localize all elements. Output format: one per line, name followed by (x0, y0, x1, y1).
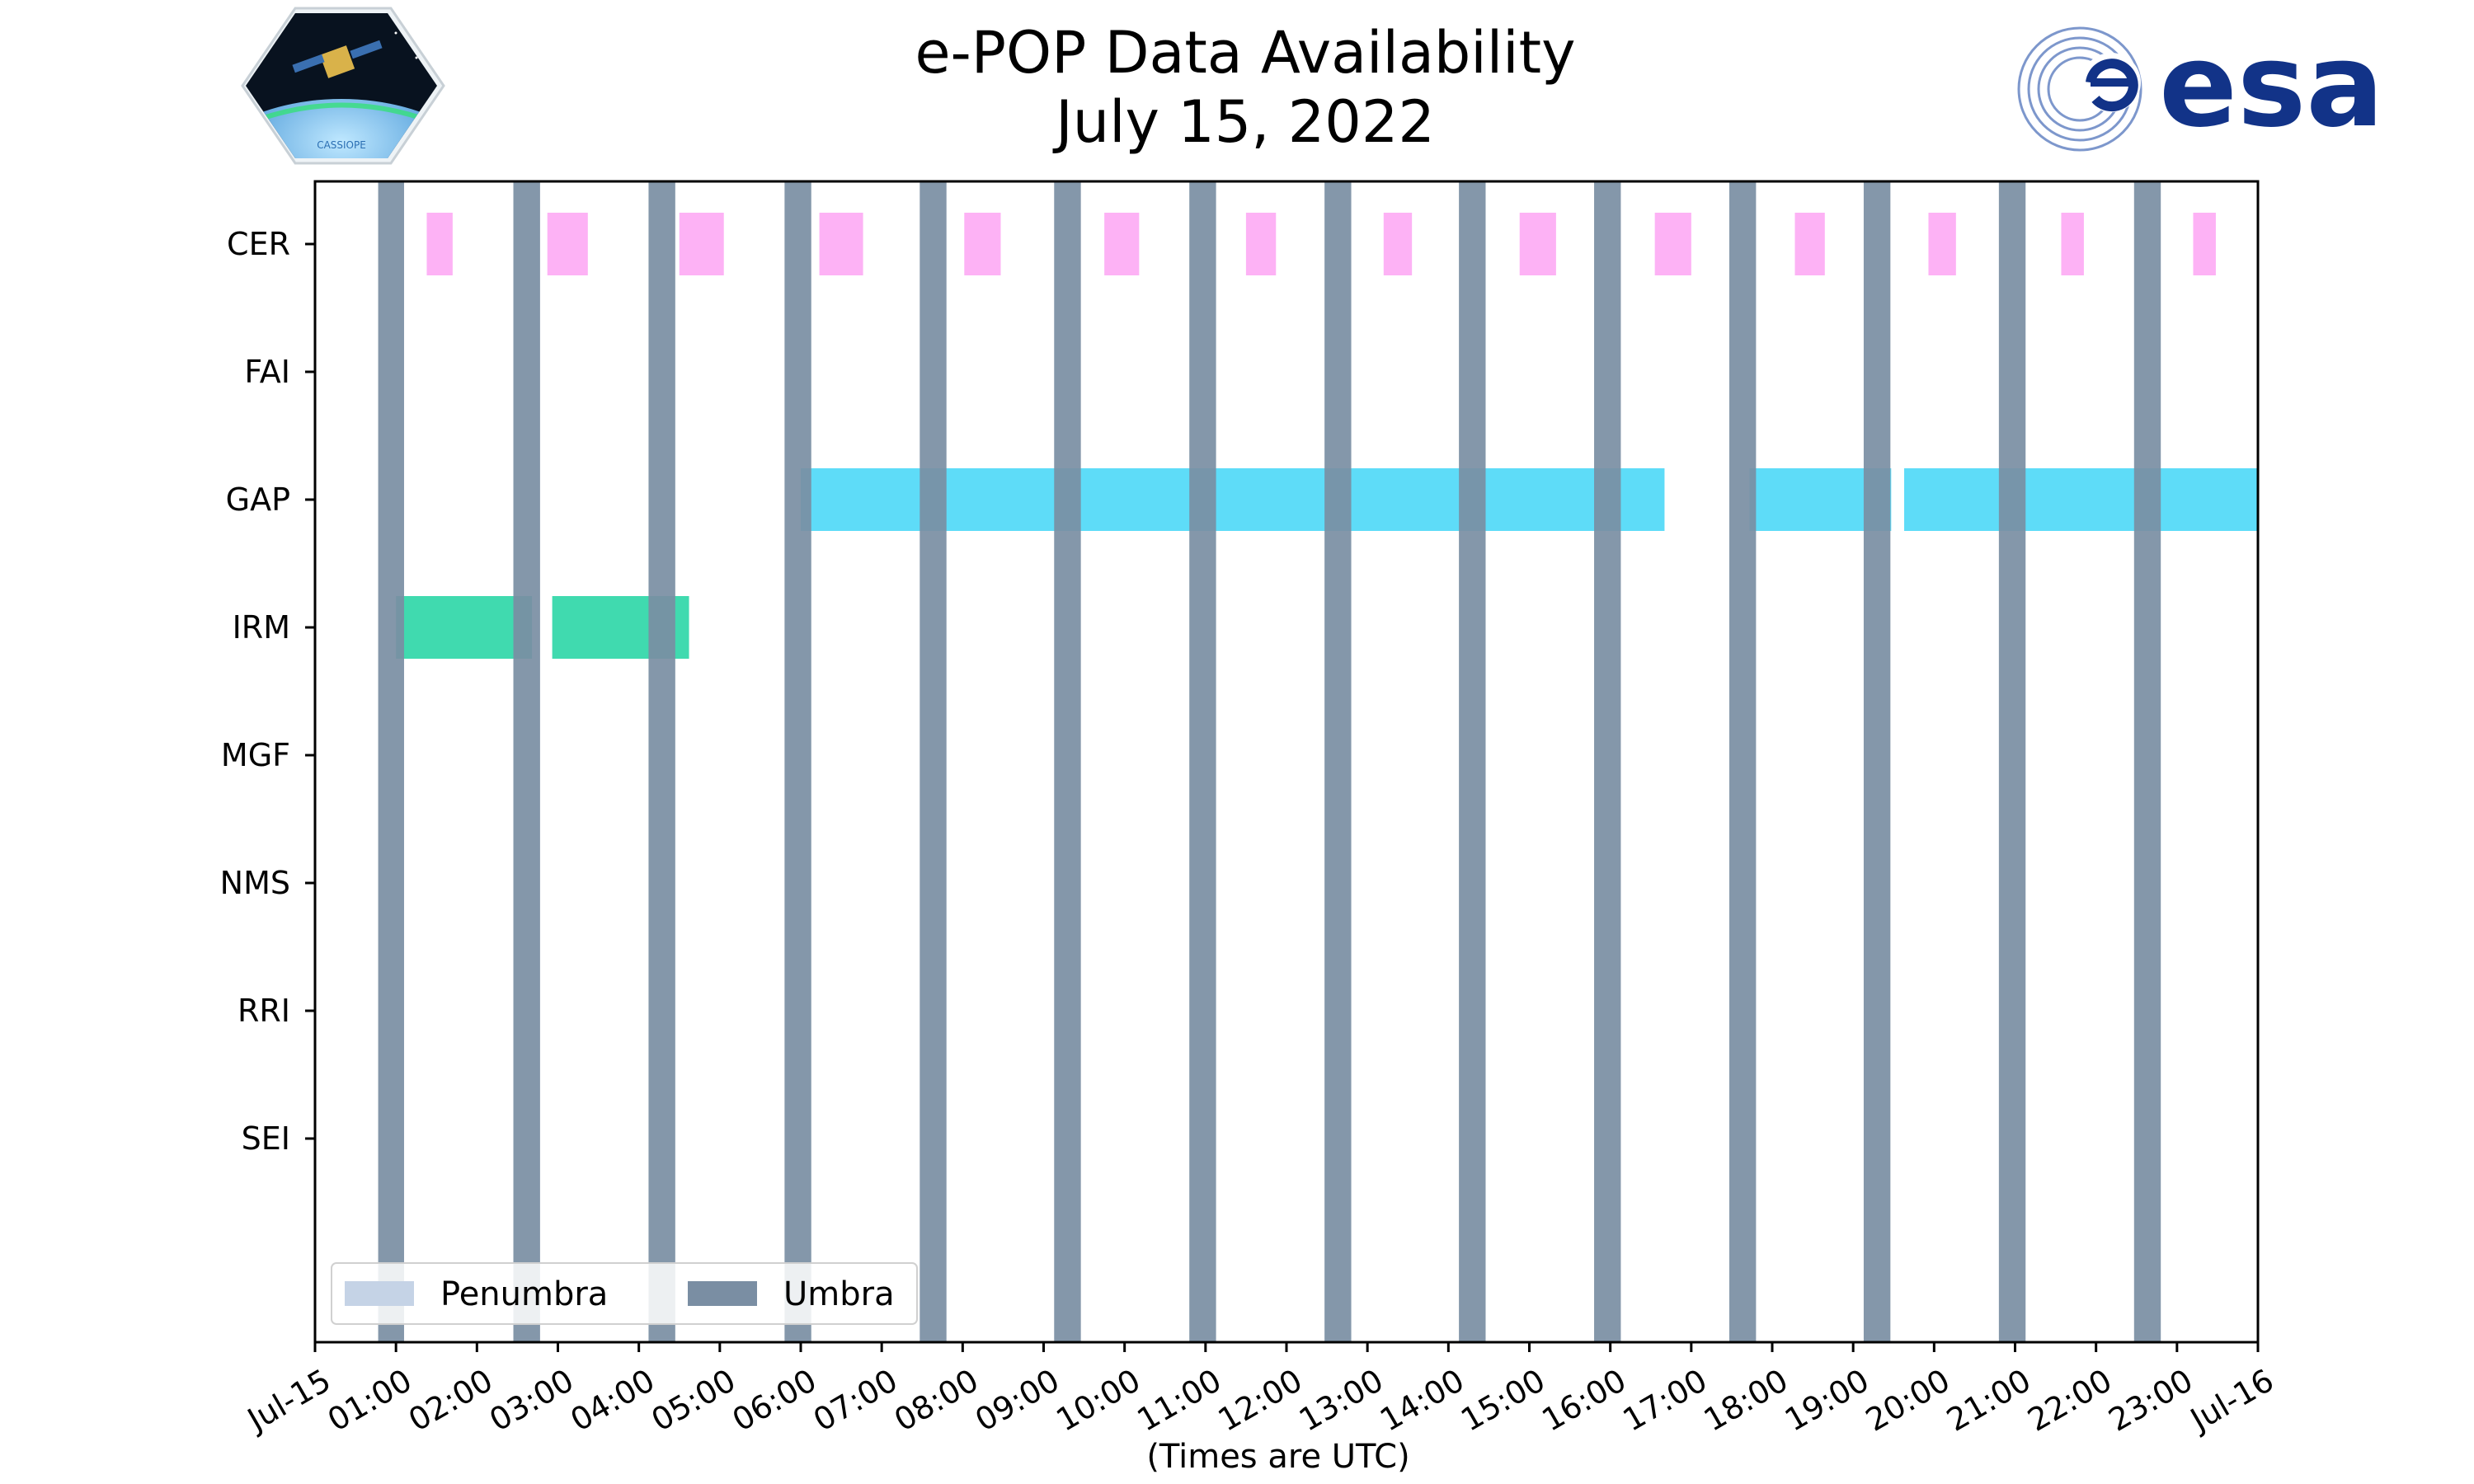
x-tick-label-3: 03:00 (483, 1362, 580, 1439)
x-tick-label-5: 05:00 (645, 1362, 741, 1439)
satellite-icon (319, 45, 355, 78)
availability-bar-cer-0 (426, 213, 453, 275)
availability-bar-cer-9 (1654, 213, 1691, 275)
umbra-band-0 (378, 181, 404, 1342)
chart-title: e-POP Data Availability (915, 19, 1575, 87)
umbra-band-4 (920, 181, 947, 1342)
legend-box (331, 1262, 918, 1325)
x-tick-label-15: 15:00 (1455, 1362, 1551, 1439)
legend-label-umbra: Umbra (783, 1275, 895, 1313)
availability-bar-gap-2 (1904, 468, 2258, 531)
availability-bar-cer-6 (1245, 213, 1277, 275)
availability-bar-cer-5 (1104, 213, 1140, 275)
umbra-band-7 (1324, 181, 1352, 1342)
plot-area: CER FAI GAP IRM MGF NMS RRI SEI Jul-1501:0002:0… (220, 180, 2280, 1439)
availability-bar-cer-12 (2061, 213, 2084, 275)
x-tick-label-11: 11:00 (1131, 1362, 1227, 1439)
legend-label-penumbra: Penumbra (440, 1275, 608, 1313)
availability-bar-cer-4 (964, 213, 1001, 275)
y-axis: CER FAI GAP IRM MGF NMS RRI SEI (220, 226, 315, 1157)
x-tick-label-18: 18:00 (1698, 1362, 1794, 1439)
cassiope-logo-text: CASSIOPE (317, 139, 366, 151)
x-tick-label-13: 13:00 (1293, 1362, 1390, 1439)
y-tick-label-irm: IRM (233, 609, 290, 646)
x-tick-label-19: 19:00 (1779, 1362, 1875, 1439)
x-tick-label-0: Jul-15 (240, 1362, 336, 1439)
availability-bar-cer-3 (819, 213, 863, 275)
x-tick-label-9: 09:00 (969, 1362, 1065, 1439)
y-tick-label-fai: FAI (244, 354, 290, 390)
availability-bar-irm-0 (396, 596, 533, 659)
x-tick-label-12: 12:00 (1212, 1362, 1309, 1439)
x-tick-label-1: 01:00 (322, 1362, 418, 1439)
umbra-band-1 (513, 181, 540, 1342)
umbra-band-10 (1729, 181, 1757, 1342)
x-tick-label-4: 04:00 (564, 1362, 661, 1439)
umbra-band-5 (1054, 181, 1081, 1342)
chart-subtitle: July 15, 2022 (1052, 88, 1435, 156)
umbra-band-6 (1189, 181, 1216, 1342)
x-tick-label-2: 02:00 (402, 1362, 499, 1439)
y-tick-label-sei: SEI (242, 1120, 290, 1157)
x-tick-label-14: 14:00 (1374, 1362, 1470, 1439)
umbra-band-11 (1863, 181, 1891, 1342)
x-tick-label-20: 20:00 (1860, 1362, 1956, 1439)
availability-bar-cer-10 (1794, 213, 1825, 275)
availability-bar-cer-1 (547, 213, 588, 275)
availability-bar-cer-2 (679, 213, 724, 275)
availability-bar-cer-13 (2193, 213, 2216, 275)
legend: Penumbra Umbra (331, 1262, 918, 1325)
y-tick-label-nms: NMS (220, 865, 290, 901)
x-tick-label-24: Jul-16 (2183, 1362, 2279, 1439)
x-tick-label-17: 17:00 (1616, 1362, 1713, 1439)
x-axis: Jul-1501:0002:0003:0004:0005:0006:0007:0… (240, 1342, 2280, 1439)
x-tick-label-8: 08:00 (888, 1362, 985, 1439)
umbra-layer (378, 181, 2161, 1342)
y-tick-label-mgf: MGF (221, 737, 290, 773)
umbra-band-3 (784, 181, 811, 1342)
x-tick-label-6: 06:00 (727, 1362, 823, 1439)
availability-bar-cer-8 (1519, 213, 1556, 275)
esa-globe-icon (2017, 26, 2142, 152)
y-tick-label-gap: GAP (226, 481, 290, 518)
x-tick-label-10: 10:00 (1050, 1362, 1146, 1439)
x-tick-label-22: 22:00 (2021, 1362, 2118, 1439)
x-tick-label-23: 23:00 (2102, 1362, 2199, 1439)
availability-bar-cer-7 (1383, 213, 1413, 275)
esa-logo-text: esa (2159, 19, 2384, 153)
x-tick-label-21: 21:00 (1940, 1362, 2037, 1439)
umbra-band-9 (1594, 181, 1621, 1342)
legend-swatch-penumbra (345, 1281, 414, 1306)
umbra-band-2 (648, 181, 675, 1342)
umbra-band-13 (2133, 181, 2161, 1342)
umbra-band-12 (1998, 181, 2026, 1342)
x-axis-label: (Times are UTC) (1146, 1438, 1409, 1476)
plot-background (315, 181, 2258, 1342)
y-tick-label-rri: RRI (238, 993, 290, 1029)
x-tick-label-16: 16:00 (1536, 1362, 1632, 1439)
x-tick-label-7: 07:00 (807, 1362, 904, 1439)
y-tick-label-cer: CER (227, 226, 290, 262)
umbra-band-8 (1459, 181, 1486, 1342)
esa-logo: esa (2017, 19, 2384, 153)
availability-bar-cer-11 (1928, 213, 1956, 275)
legend-swatch-umbra (688, 1281, 757, 1306)
